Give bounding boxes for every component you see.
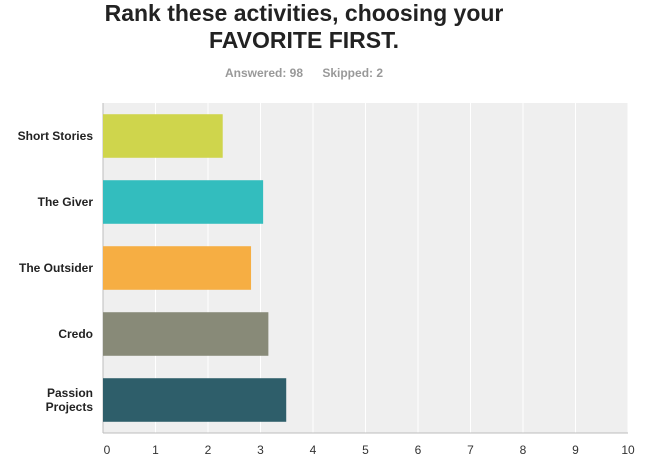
- category-label: Passion: [47, 386, 93, 400]
- x-tick-label: 5: [362, 443, 369, 457]
- bar: [103, 246, 252, 290]
- category-label: Projects: [46, 400, 94, 414]
- category-label: Short Stories: [18, 129, 94, 143]
- bar: [103, 180, 264, 224]
- x-tick-label: 9: [572, 443, 579, 457]
- x-tick-label: 2: [205, 443, 212, 457]
- x-tick-label: 6: [415, 443, 422, 457]
- bar: [103, 312, 269, 356]
- skipped-count: Skipped: 2: [322, 66, 384, 80]
- category-label: The Outsider: [19, 261, 93, 275]
- category-label: Credo: [58, 327, 93, 341]
- x-tick-label: 1: [152, 443, 159, 457]
- category-labels: Short Stories The Giver The Outsider Credo P…: [18, 129, 94, 414]
- title-line-2: FAVORITE FIRST.: [209, 27, 399, 53]
- x-tick-label: 3: [257, 443, 264, 457]
- category-label: The Giver: [38, 195, 94, 209]
- answered-count: Answered: 98: [224, 66, 303, 80]
- x-tick-label: 7: [467, 443, 474, 457]
- x-tick-label: 4: [310, 443, 317, 457]
- bars: [103, 114, 287, 422]
- x-axis-ticks: 0 1 2 3 4 5 6 7 8 9 10: [104, 443, 635, 457]
- response-stats: Answered: 98 Skipped: 2: [0, 66, 608, 80]
- bar: [103, 378, 287, 422]
- title-line-1: Rank these activities, choosing your: [104, 0, 504, 26]
- x-tick-label: 0: [104, 443, 111, 457]
- x-tick-label: 10: [621, 443, 635, 457]
- bar: [103, 114, 223, 158]
- chart-title: Rank these activities, choosing your FAV…: [0, 0, 608, 54]
- x-tick-label: 8: [520, 443, 527, 457]
